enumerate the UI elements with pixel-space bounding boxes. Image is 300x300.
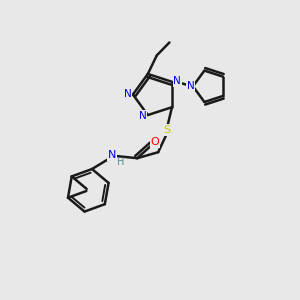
Text: N: N	[108, 150, 116, 160]
Text: N: N	[173, 76, 181, 86]
Text: O: O	[151, 137, 160, 147]
Text: N: N	[139, 111, 146, 121]
Text: N: N	[124, 89, 131, 99]
Text: H: H	[117, 157, 124, 167]
Text: N: N	[187, 81, 194, 91]
Text: S: S	[163, 125, 170, 135]
